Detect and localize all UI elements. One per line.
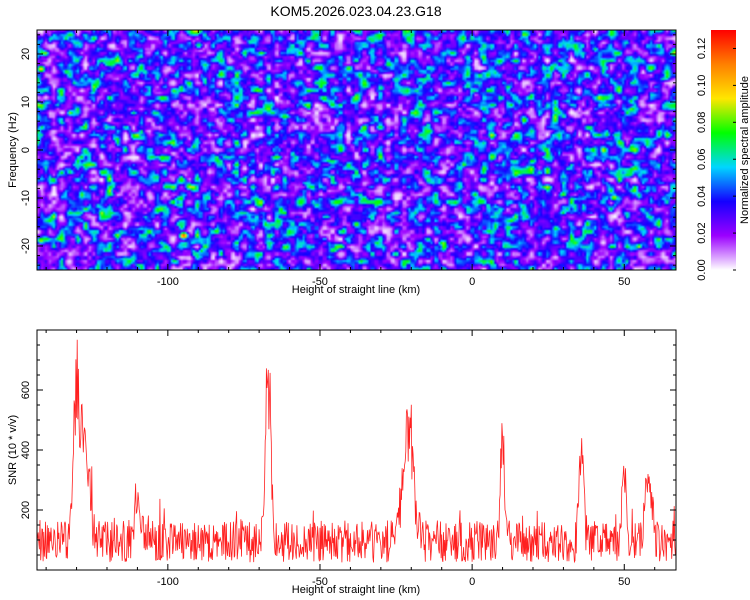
colorbar-tick-label: 0.06 [696, 149, 708, 170]
colorbar-ticks: 0.00 0.02 0.04 0.06 0.08 0.10 0.12 [696, 38, 736, 281]
x-tick-label: -100 [157, 276, 179, 288]
y-tick-label: 0 [20, 147, 32, 153]
heatmap-xlabel: Height of straight line (km) [292, 284, 420, 296]
x-tick-label: 0 [469, 576, 475, 588]
heatmap-ylabel: Frequency (Hz) [7, 112, 19, 188]
y-tick-label: -10 [20, 190, 32, 206]
heatmap-image [37, 30, 676, 270]
chart-title: KOM5.2026.023.04.23.G18 [270, 3, 441, 19]
colorbar-tick-label: 0.08 [696, 112, 708, 133]
snr-xlabel: Height of straight line (km) [292, 584, 420, 596]
y-tick-label: 400 [20, 441, 32, 459]
colorbar: 0.00 0.02 0.04 0.06 0.08 0.10 0.12 Normalized … [696, 30, 750, 281]
y-tick-label: -20 [20, 238, 32, 254]
colorbar-tick-label: 0.02 [696, 222, 708, 243]
y-tick-label: 20 [20, 48, 32, 60]
y-tick-label: 600 [20, 381, 32, 399]
colorbar-tick-label: 0.12 [696, 38, 708, 59]
colorbar-tick-label: 0.00 [696, 259, 708, 280]
colorbar-tick-label: 0.10 [696, 75, 708, 96]
x-tick-label: -100 [157, 576, 179, 588]
y-tick-label: 10 [20, 96, 32, 108]
colorbar-label: Normalized spectral amplitude [739, 76, 750, 224]
x-tick-label: 50 [618, 576, 630, 588]
snr-series-line [36, 339, 676, 564]
y-tick-label: 200 [20, 501, 32, 519]
snr-ylabel: SNR (10 * v/v) [7, 415, 19, 485]
colorbar-tick-label: 0.04 [696, 185, 708, 206]
x-tick-label: -50 [312, 276, 328, 288]
snr-panel: -100 -50 0 50 200 400 600 Height of straight l… [7, 329, 677, 596]
x-tick-label: 50 [618, 276, 630, 288]
snr-ticks: -100 -50 0 50 200 400 600 [20, 329, 676, 588]
x-tick-label: 0 [469, 276, 475, 288]
colorbar-gradient [711, 30, 736, 270]
x-tick-label: -50 [312, 576, 328, 588]
